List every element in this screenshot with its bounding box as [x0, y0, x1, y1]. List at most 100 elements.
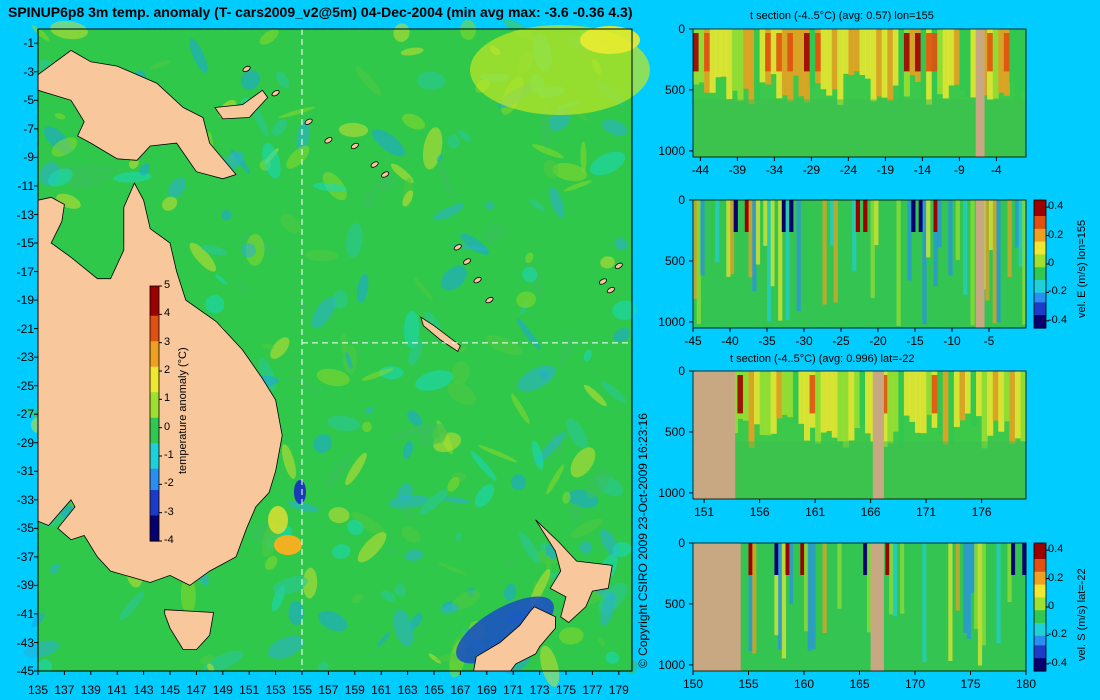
texture-blob — [546, 464, 565, 495]
section-x-tick-label: -45 — [684, 334, 702, 348]
section-y-tick-label: 0 — [678, 536, 685, 550]
colorbar-frame — [149, 285, 160, 542]
map-y-tick-label: -3 — [23, 64, 34, 79]
texture-blob — [600, 256, 615, 269]
colorbar-swatch — [150, 341, 159, 347]
section-streak — [696, 200, 701, 325]
section-streak — [759, 29, 766, 83]
map-x-tick-label: 179 — [608, 683, 629, 697]
texture-blob — [529, 198, 545, 212]
section-streak — [774, 200, 779, 307]
new-guinea-landmass — [37, 49, 237, 180]
texture-blob — [351, 511, 387, 537]
velocity-colorbar-swatch — [1034, 607, 1046, 611]
texture-blob — [583, 384, 607, 407]
texture-blob — [470, 451, 497, 481]
section-streak — [977, 543, 983, 666]
colorbar-swatch — [150, 456, 159, 461]
texture-blob — [407, 410, 423, 427]
section-streak — [964, 371, 971, 414]
section-streak — [1014, 29, 1021, 101]
texture-blob — [510, 474, 527, 491]
section-streak — [1020, 29, 1027, 93]
colorbar-swatch — [150, 375, 159, 381]
texture-blob — [506, 556, 516, 566]
small-island — [370, 161, 379, 168]
section-streak — [755, 200, 761, 265]
texture-blob — [416, 71, 446, 91]
texture-blob — [380, 590, 396, 602]
velocity-colorbar-swatch — [1034, 667, 1046, 672]
texture-blob — [74, 164, 117, 175]
section-streak-warm — [776, 33, 783, 72]
velocity-colorbar-swatch — [1034, 318, 1046, 323]
section-streak-warm — [881, 375, 888, 414]
velocity-colorbar-swatch — [1034, 270, 1046, 275]
velocity-colorbar-swatch — [1034, 642, 1046, 646]
texture-blob — [313, 434, 332, 454]
section-streak — [926, 200, 931, 258]
section-streak — [837, 371, 844, 442]
map-y-tick-label: -7 — [23, 121, 34, 136]
texture-blob — [352, 593, 364, 604]
texture-blob — [404, 505, 414, 523]
map-x-tick-label: 157 — [318, 683, 339, 697]
velocity-colorbar-swatch — [1034, 664, 1046, 669]
section-streak — [892, 29, 899, 86]
small-island — [614, 262, 623, 269]
texture-blob — [328, 507, 350, 524]
map-y-tick-label: -11 — [17, 178, 34, 193]
section-streak-extreme — [774, 543, 779, 575]
section-streak — [852, 543, 857, 632]
velocity-colorbar-swatch — [1034, 219, 1046, 223]
section-streak — [770, 200, 775, 287]
small-island — [485, 296, 494, 304]
section-streak — [920, 29, 927, 99]
section-y-tick-label: 0 — [678, 364, 685, 378]
velocity-colorbar-swatch — [1034, 651, 1046, 656]
section-streak — [848, 371, 855, 441]
texture-blob — [296, 119, 311, 152]
texture-blob — [600, 381, 627, 403]
colorbar-swatch — [150, 507, 159, 512]
texture-blob — [455, 532, 462, 541]
colorbar-swatch — [150, 307, 159, 313]
main-title: SPINUP6p8 3m temp. anomaly (T- cars2009_… — [8, 4, 633, 20]
velocity-colorbar-swatch — [1034, 206, 1046, 211]
section-frame — [692, 370, 1027, 500]
section-streak — [796, 200, 801, 312]
section-streak — [1009, 371, 1016, 444]
texture-blob — [262, 142, 281, 179]
texture-blob — [311, 297, 336, 329]
small-island — [606, 286, 615, 294]
section-streak — [966, 543, 971, 639]
map-y-tick-label: -9 — [23, 150, 34, 165]
velocity-colorbar-swatch — [1034, 260, 1046, 265]
section-streak — [748, 200, 753, 278]
colorbar-tick-label: 5 — [164, 279, 171, 291]
section-x-tick-label: -34 — [765, 163, 784, 177]
section-streak — [776, 371, 783, 419]
velocity-colorbar-swatch — [1034, 216, 1046, 220]
velocity-colorbar-tick-label: 0.4 — [1048, 543, 1064, 556]
colorbar-swatch — [150, 511, 159, 517]
texture-blob — [402, 190, 414, 207]
section-streak — [781, 543, 786, 659]
section-x-tick-label: -35 — [758, 334, 776, 348]
section-streak — [876, 29, 883, 97]
texture-blob — [570, 518, 603, 538]
section-streak-warm — [804, 33, 811, 72]
section-streak-warm — [1003, 33, 1010, 72]
section-streak — [892, 543, 897, 617]
section-streak — [852, 200, 857, 272]
section-streak — [792, 371, 799, 424]
section-streak — [778, 200, 783, 321]
section-streak — [700, 200, 705, 276]
colorbar-label: temperature anomaly (°C) — [177, 346, 189, 474]
map-y-tick-label: -33 — [16, 492, 34, 507]
texture-blob — [280, 213, 301, 234]
velocity-colorbar-swatch — [1034, 623, 1046, 627]
velocity-colorbar-swatch — [1034, 296, 1046, 300]
map-y-tick-label: -37 — [16, 549, 34, 564]
